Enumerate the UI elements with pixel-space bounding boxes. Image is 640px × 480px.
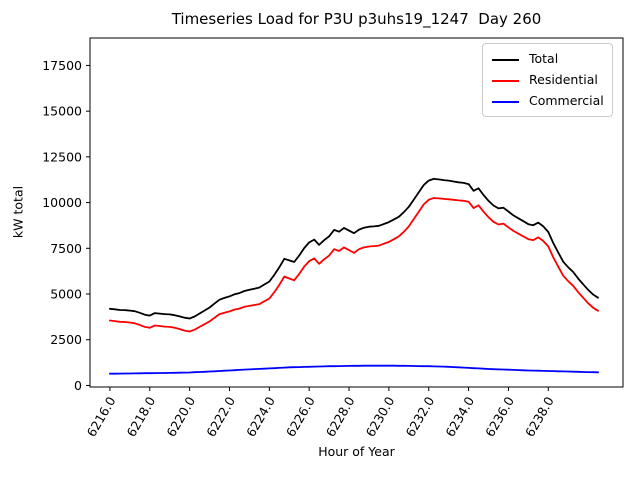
chart-title: Timeseries Load for P3U p3uhs19_1247 Day… bbox=[171, 10, 542, 28]
x-tick-label: 6230.0 bbox=[363, 394, 398, 439]
x-tick-label: 6234.0 bbox=[442, 394, 477, 439]
series-line-total bbox=[109, 177, 599, 320]
x-axis-label: Hour of Year bbox=[318, 444, 395, 459]
x-tick-label: 6216.0 bbox=[84, 394, 119, 439]
x-tick-label: 6228.0 bbox=[323, 394, 358, 439]
legend-item-total: Total bbox=[492, 49, 606, 70]
y-tick-label: 7500 bbox=[50, 241, 82, 256]
axes-frame bbox=[89, 37, 624, 388]
legend: Total Residential Commercial bbox=[482, 43, 613, 117]
y-tick-label: 5000 bbox=[50, 287, 82, 302]
x-tick-label: 6226.0 bbox=[283, 394, 318, 439]
x-tick-label: 6222.0 bbox=[203, 394, 238, 439]
y-tick-label: 10000 bbox=[42, 195, 82, 210]
legend-item-commercial: Commercial bbox=[492, 91, 606, 112]
x-tick-label: 6218.0 bbox=[124, 394, 159, 439]
legend-line-total-icon bbox=[492, 58, 519, 61]
x-tick-label: 6224.0 bbox=[243, 394, 278, 439]
legend-item-residential: Residential bbox=[492, 70, 606, 91]
y-tick-label: 2500 bbox=[50, 332, 82, 347]
y-tick-label: 17500 bbox=[42, 58, 82, 73]
series-line-commercial bbox=[109, 364, 599, 375]
legend-label-commercial: Commercial bbox=[529, 93, 604, 109]
y-tick-label: 0 bbox=[74, 378, 82, 393]
y-tick-label: 12500 bbox=[42, 149, 82, 164]
x-tick-label: 6232.0 bbox=[402, 394, 437, 439]
legend-line-commercial-icon bbox=[492, 100, 519, 103]
legend-line-residential-icon bbox=[492, 79, 519, 82]
legend-label-total: Total bbox=[529, 51, 559, 67]
x-tick-label: 6220.0 bbox=[163, 394, 198, 439]
x-tick-label: 6236.0 bbox=[482, 394, 517, 439]
series-line-residential bbox=[109, 197, 599, 333]
legend-label-residential: Residential bbox=[529, 72, 598, 88]
y-tick-label: 15000 bbox=[42, 104, 82, 119]
y-axis-label: kW total bbox=[10, 185, 26, 239]
x-tick-label: 6238.0 bbox=[522, 394, 557, 439]
